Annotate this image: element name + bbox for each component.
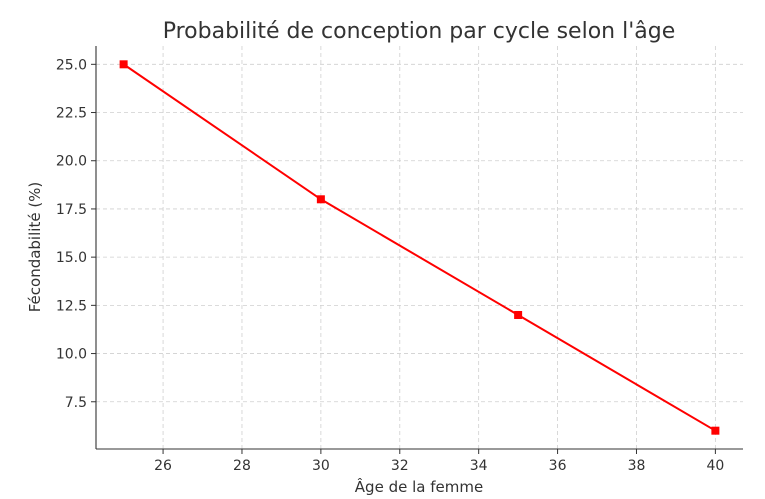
y-tick-label: 15.0 (56, 250, 87, 266)
y-tick-label: 22.5 (56, 106, 87, 122)
x-tick-label: 28 (233, 458, 251, 474)
data-point-marker (514, 310, 523, 319)
y-tick-label: 10.0 (56, 347, 87, 363)
x-tick-label: 38 (628, 458, 646, 474)
x-tick-label: 40 (706, 458, 724, 474)
y-axis-ticks: 7.5 10.0 12.5 15.0 17.5 20.0 22.5 25.0 (56, 57, 96, 411)
series-line (123, 63, 716, 432)
x-axis-ticks: 26 28 30 32 34 36 38 40 (154, 449, 724, 474)
x-tick-label: 36 (549, 458, 567, 474)
chart-title: Probabilité de conception par cycle selo… (163, 19, 676, 44)
grid (96, 46, 743, 449)
x-tick-label: 26 (154, 458, 172, 474)
x-axis-label: Âge de la femme (355, 477, 483, 496)
y-axis-label: Fécondabilité (%) (26, 182, 44, 313)
y-tick-label: 17.5 (56, 202, 87, 218)
data-point-marker (711, 426, 720, 435)
data-point-marker (119, 60, 128, 69)
y-tick-label: 7.5 (65, 395, 87, 411)
data-point-marker (316, 195, 325, 204)
x-tick-label: 32 (391, 458, 409, 474)
y-tick-label: 20.0 (56, 154, 87, 170)
x-tick-label: 30 (312, 458, 330, 474)
y-tick-label: 25.0 (56, 57, 87, 73)
series-group (119, 60, 720, 435)
x-tick-label: 34 (470, 458, 488, 474)
y-tick-label: 12.5 (56, 298, 87, 314)
